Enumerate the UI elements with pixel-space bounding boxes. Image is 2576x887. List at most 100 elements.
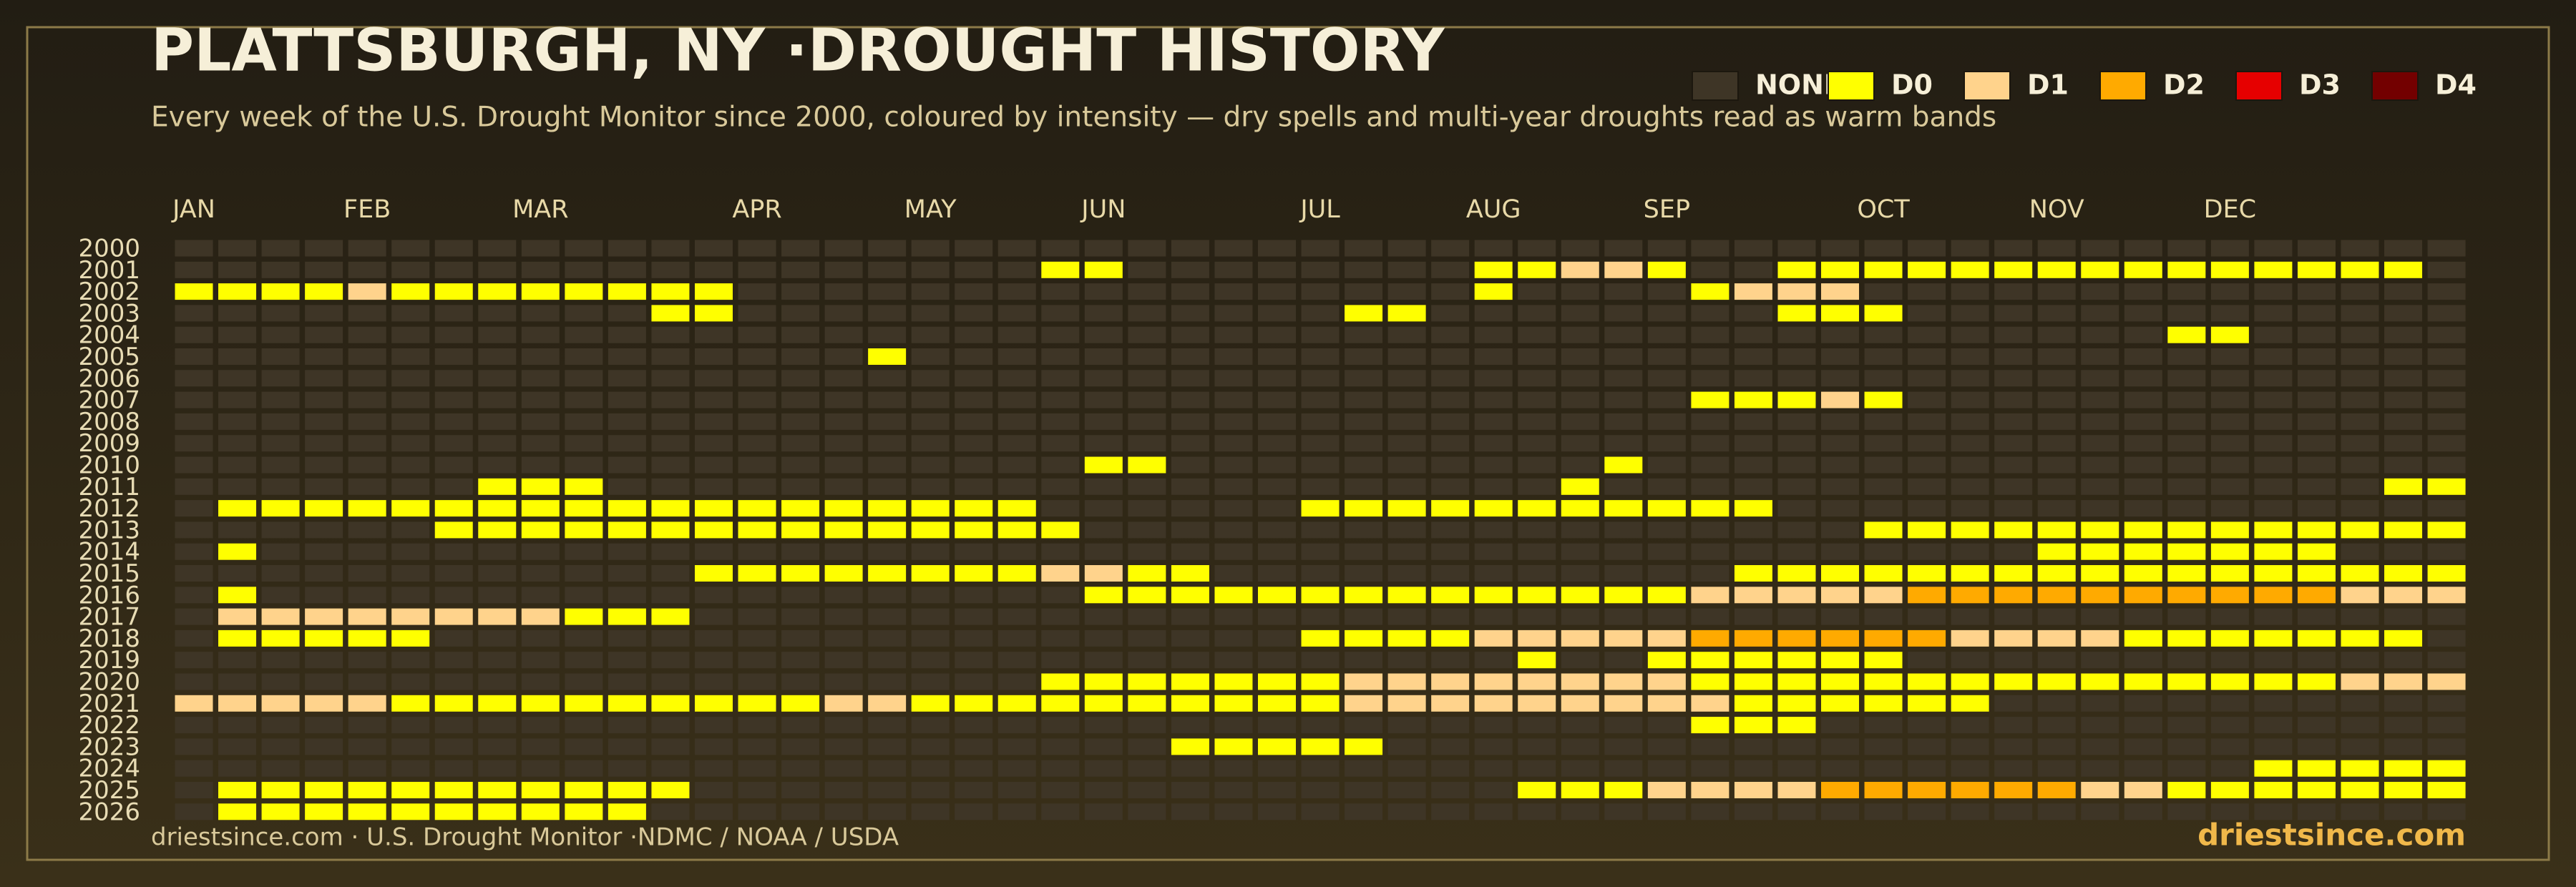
week-cell [781, 348, 820, 365]
week-cell [2124, 543, 2162, 560]
week-cell [1084, 283, 1123, 300]
week-cell [2037, 456, 2076, 474]
week-cell [2297, 305, 2336, 322]
week-cell [2167, 326, 2206, 343]
week-cell [218, 738, 257, 755]
week-cell [911, 305, 950, 322]
week-cell [2167, 695, 2206, 712]
week-cell [2210, 478, 2249, 495]
week-cell [348, 803, 386, 820]
week-cell [824, 261, 863, 278]
week-cell [1734, 521, 1772, 539]
week-cell [2384, 391, 2423, 408]
week-cell [1171, 717, 1209, 734]
week-cell [651, 738, 690, 755]
week-cell [2341, 543, 2379, 560]
week-cell [1084, 348, 1123, 365]
week-cell [2384, 673, 2423, 690]
week-cell [1474, 738, 1513, 755]
week-cell [1041, 283, 1080, 300]
week-cell [1041, 240, 1080, 257]
week-cell [1258, 629, 1296, 647]
week-cell [2124, 391, 2162, 408]
week-cell [911, 456, 950, 474]
month-label: JUN [1080, 195, 1126, 224]
week-cell [521, 521, 560, 539]
week-cell [1041, 521, 1080, 539]
week-cell [1474, 608, 1513, 625]
week-cell [521, 608, 560, 625]
week-cell [694, 717, 733, 734]
week-cell [651, 543, 690, 560]
week-cell [1908, 283, 1946, 300]
week-cell [565, 717, 603, 734]
week-cell [1171, 326, 1209, 343]
site-credit: driestsince.com [2197, 818, 2466, 853]
week-cell [305, 782, 343, 798]
week-cell [781, 370, 820, 387]
week-cell [261, 608, 300, 625]
week-cell [1258, 456, 1296, 474]
week-cell [261, 629, 300, 647]
week-cell [218, 370, 257, 387]
week-cell [608, 370, 646, 387]
week-cell [1994, 803, 2033, 820]
week-cell [955, 695, 993, 712]
week-cell [1518, 240, 1556, 257]
week-cell [2341, 240, 2379, 257]
week-cell [565, 587, 603, 604]
week-cell [1301, 240, 1340, 257]
week-cell [2297, 543, 2336, 560]
week-cell [738, 738, 776, 755]
week-cell [521, 370, 560, 387]
week-cell [1041, 435, 1080, 452]
week-cell [1951, 760, 1989, 777]
week-cell [997, 629, 1036, 647]
week-cell [781, 717, 820, 734]
week-cell [1171, 738, 1209, 755]
week-cell [1864, 543, 1903, 560]
week-cell [1734, 543, 1772, 560]
week-cell [1821, 717, 1860, 734]
week-cell [781, 565, 820, 582]
week-cell [391, 500, 430, 517]
week-cell [1821, 435, 1860, 452]
week-cell [1128, 652, 1166, 669]
week-cell [1777, 760, 1816, 777]
week-cell [1994, 391, 2033, 408]
week-cell [651, 283, 690, 300]
week-cell [565, 305, 603, 322]
week-cell [391, 413, 430, 430]
week-cell [997, 587, 1036, 604]
year-label: 2013 [78, 516, 140, 544]
week-cell [1431, 782, 1470, 798]
week-cell [1908, 500, 1946, 517]
week-cell [911, 587, 950, 604]
week-cell [218, 652, 257, 669]
week-cell [175, 738, 213, 755]
week-cell [2124, 370, 2162, 387]
week-cell [391, 521, 430, 539]
week-cell [1777, 695, 1816, 712]
week-cell [2341, 456, 2379, 474]
week-cell [1821, 565, 1860, 582]
year-label: 2007 [78, 386, 140, 415]
week-cell [2341, 760, 2379, 777]
week-cell [1994, 652, 2033, 669]
week-cell [218, 782, 257, 798]
week-cell [738, 261, 776, 278]
week-cell [1171, 803, 1209, 820]
week-cell [997, 738, 1036, 755]
week-cell [2427, 803, 2466, 820]
year-label: 2005 [78, 343, 140, 371]
week-cell [1864, 305, 1903, 322]
week-cell [1474, 283, 1513, 300]
week-cell [781, 305, 820, 322]
week-cell [261, 391, 300, 408]
week-cell [2210, 608, 2249, 625]
week-cell [1345, 478, 1383, 495]
week-cell [261, 283, 300, 300]
week-cell [1345, 587, 1383, 604]
week-cell [1604, 717, 1643, 734]
week-cell [781, 543, 820, 560]
